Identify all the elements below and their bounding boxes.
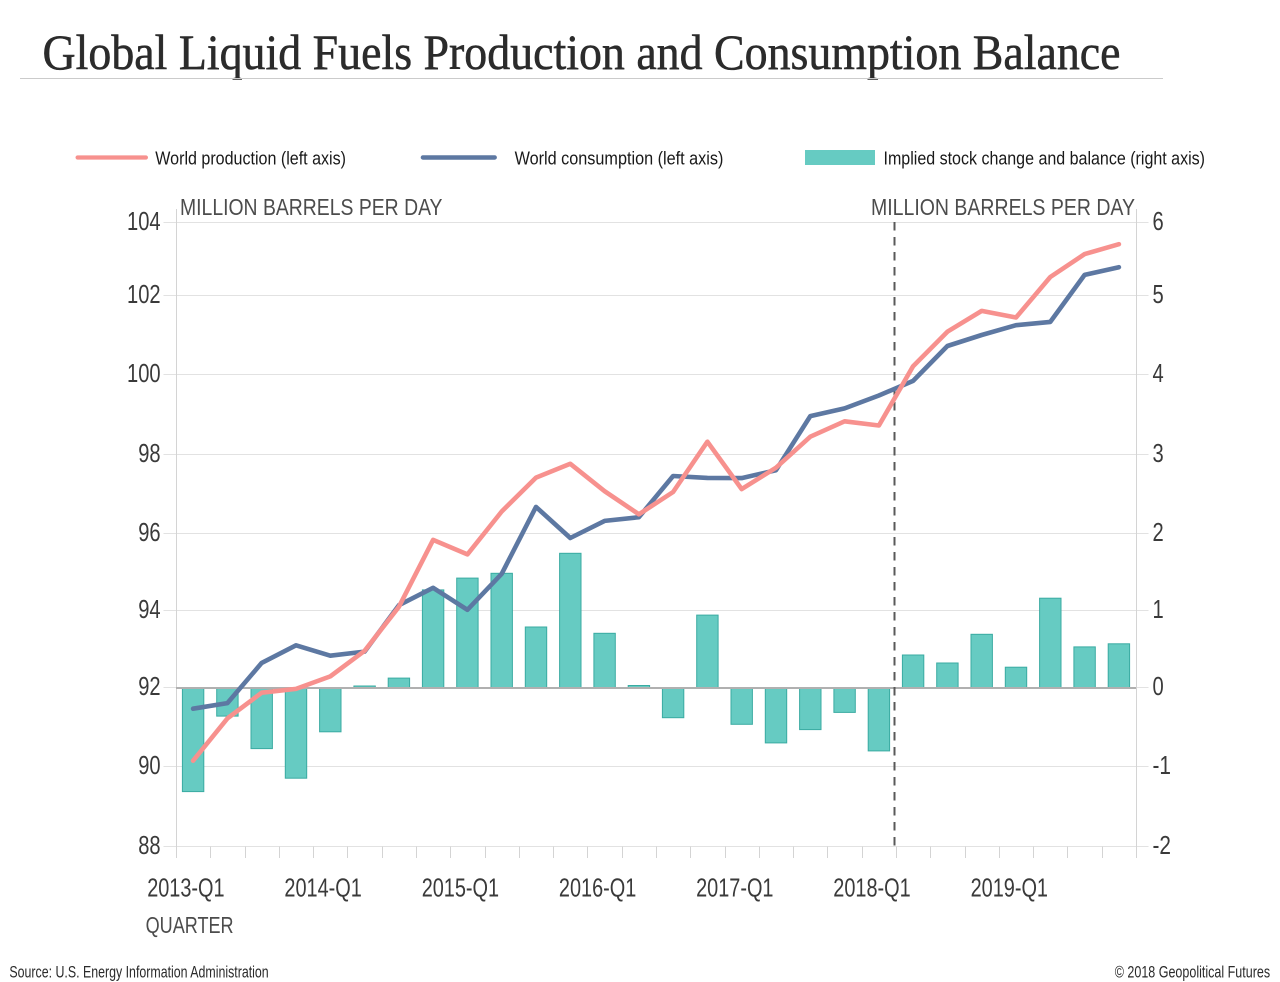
svg-text:World consumption (left axis): World consumption (left axis) — [515, 149, 724, 169]
svg-text:MILLION BARRELS PER DAY: MILLION BARRELS PER DAY — [871, 194, 1135, 220]
svg-text:5: 5 — [1153, 281, 1164, 309]
svg-text:2017-Q1: 2017-Q1 — [696, 875, 773, 903]
svg-text:3: 3 — [1153, 440, 1164, 468]
svg-text:MILLION BARRELS PER DAY: MILLION BARRELS PER DAY — [180, 194, 443, 220]
svg-text:96: 96 — [138, 519, 160, 547]
svg-text:2013-Q1: 2013-Q1 — [147, 875, 224, 903]
svg-text:2016-Q1: 2016-Q1 — [559, 875, 636, 903]
svg-text:6: 6 — [1153, 208, 1164, 236]
svg-text:88: 88 — [138, 832, 160, 860]
svg-text:2: 2 — [1153, 519, 1164, 547]
svg-text:0: 0 — [1153, 673, 1164, 701]
svg-text:Source: U.S. Energy Informatio: Source: U.S. Energy Information Administ… — [9, 963, 268, 982]
svg-text:90: 90 — [138, 752, 160, 780]
svg-text:92: 92 — [138, 673, 160, 701]
svg-text:2015-Q1: 2015-Q1 — [422, 875, 499, 903]
svg-text:© 2018 Geopolitical Futures: © 2018 Geopolitical Futures — [1115, 963, 1270, 982]
svg-text:World production (left axis): World production (left axis) — [155, 149, 346, 169]
svg-text:1: 1 — [1153, 596, 1164, 624]
svg-text:Global Liquid Fuels Production: Global Liquid Fuels Production and Consu… — [43, 25, 1121, 80]
svg-text:-2: -2 — [1153, 832, 1172, 860]
svg-text:100: 100 — [127, 360, 161, 388]
svg-text:2014-Q1: 2014-Q1 — [284, 875, 361, 903]
svg-text:4: 4 — [1153, 360, 1164, 388]
svg-text:98: 98 — [138, 440, 160, 468]
svg-text:102: 102 — [127, 281, 161, 309]
svg-text:2019-Q1: 2019-Q1 — [971, 875, 1048, 903]
svg-text:104: 104 — [127, 208, 161, 236]
svg-text:Implied stock change and balan: Implied stock change and balance (right … — [884, 149, 1206, 169]
svg-text:-1: -1 — [1153, 752, 1172, 780]
svg-text:QUARTER: QUARTER — [146, 912, 234, 938]
svg-text:2018-Q1: 2018-Q1 — [833, 875, 910, 903]
svg-text:94: 94 — [138, 596, 160, 624]
